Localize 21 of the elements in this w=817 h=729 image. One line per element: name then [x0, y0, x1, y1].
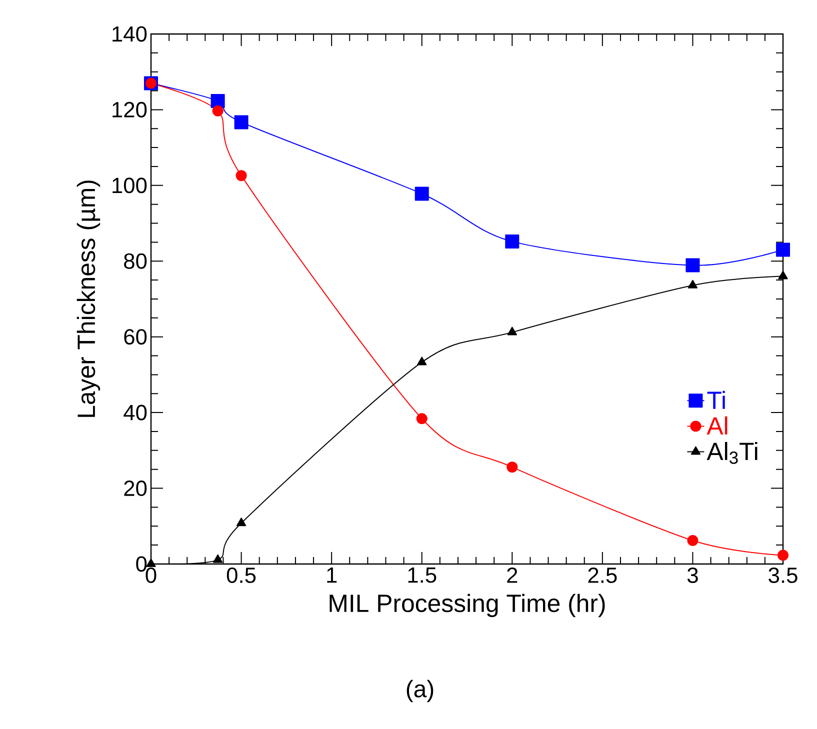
x-tick-label: 2 [507, 567, 518, 583]
legend-label: Ti [707, 390, 725, 409]
y-tick-label: 0 [136, 556, 147, 572]
x-tick-label: 3.5 [768, 567, 798, 584]
y-tick-label: 140 [112, 26, 147, 42]
y-tick-label: 80 [124, 253, 147, 269]
x-tick-label: 0.5 [226, 567, 256, 584]
y-tick-label: 60 [124, 329, 147, 345]
x-tick-label: 3 [687, 567, 698, 584]
y-tick-label: 40 [124, 404, 147, 420]
text: (a) [406, 680, 434, 702]
x-tick-label: 1 [327, 568, 337, 583]
y-tick-label: 120 [112, 102, 147, 118]
x-tick-label: 2.5 [588, 567, 617, 584]
y-tick-label: 20 [124, 480, 147, 496]
y-axis-title: Layer Thickness (µm) [76, 180, 100, 417]
x-tick-label: 1.5 [408, 568, 436, 583]
legend-label: Al [706, 416, 728, 434]
legend-label: Al$_{3}$Ti [706, 442, 758, 464]
x-axis-title: MIL Processing Time (hr) [330, 594, 605, 618]
y-tick-label: 100 [112, 178, 147, 194]
